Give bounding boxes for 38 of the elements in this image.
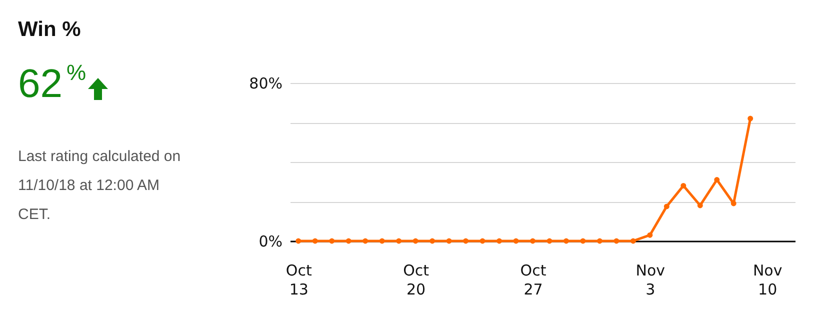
text: Last rating calculated on 11/10/18 at 12:00 AM CET. xyxy=(18,147,182,225)
x-tick-label: Nov 3 xyxy=(636,262,666,298)
point xyxy=(697,202,703,208)
point xyxy=(513,238,519,244)
point xyxy=(730,200,736,206)
point xyxy=(630,238,636,244)
point xyxy=(647,232,653,238)
point xyxy=(346,238,352,244)
point xyxy=(748,116,754,122)
point xyxy=(312,238,318,244)
point xyxy=(614,238,620,244)
text: 62$^{%}$ xyxy=(18,60,88,108)
y-tick-label: 0% xyxy=(258,232,282,250)
point xyxy=(412,238,418,244)
point xyxy=(496,238,502,244)
point xyxy=(480,238,486,244)
point xyxy=(329,238,335,244)
point xyxy=(680,182,686,188)
point xyxy=(580,238,586,244)
point xyxy=(379,238,385,244)
x-tick-label: Oct 20 xyxy=(403,262,430,298)
point xyxy=(296,238,302,244)
point xyxy=(596,238,602,244)
x-tick-label: Oct 13 xyxy=(286,262,312,298)
point xyxy=(714,177,720,183)
point xyxy=(664,204,670,210)
point xyxy=(463,238,469,244)
point xyxy=(446,238,452,244)
point xyxy=(430,238,436,244)
y-tick-label: 80% xyxy=(249,74,282,92)
point xyxy=(362,238,368,244)
text: Win % xyxy=(18,18,82,42)
point xyxy=(396,238,402,244)
x-tick-label: Nov 10 xyxy=(752,262,782,298)
point xyxy=(530,238,536,244)
point xyxy=(563,238,569,244)
x-tick-label: Oct 27 xyxy=(520,262,546,298)
point xyxy=(546,238,552,244)
